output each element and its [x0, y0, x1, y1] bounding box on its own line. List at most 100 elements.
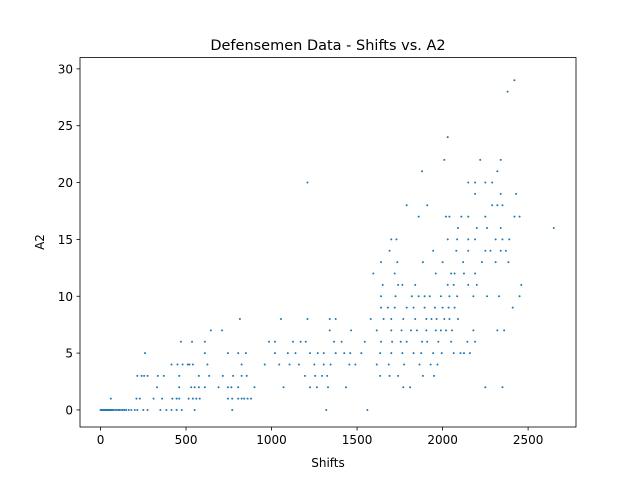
data-point	[332, 340, 335, 343]
data-point	[170, 363, 173, 366]
data-point	[460, 215, 463, 218]
data-point	[146, 408, 149, 411]
data-point	[423, 295, 426, 298]
data-point	[436, 363, 439, 366]
x-tick-label: 2000	[427, 433, 458, 447]
data-point	[118, 408, 121, 411]
data-point	[304, 340, 307, 343]
data-point	[518, 295, 521, 298]
data-point	[112, 408, 115, 411]
data-point	[494, 238, 497, 241]
data-point	[240, 363, 243, 366]
data-point	[451, 329, 453, 332]
data-point	[456, 317, 459, 320]
data-point	[294, 352, 297, 355]
data-point	[114, 408, 117, 411]
data-point	[175, 408, 178, 411]
data-point	[496, 329, 499, 332]
data-point	[244, 352, 247, 355]
data-point	[496, 204, 499, 207]
y-tick-label: 10	[58, 290, 73, 304]
data-point	[417, 295, 420, 298]
data-point	[121, 408, 124, 411]
data-point	[456, 227, 459, 230]
data-point	[303, 374, 306, 377]
data-point	[123, 408, 126, 411]
data-point	[188, 363, 191, 366]
data-point	[506, 90, 509, 93]
data-point	[237, 352, 240, 355]
data-point	[468, 352, 471, 355]
data-point	[393, 306, 396, 309]
data-point	[501, 238, 504, 241]
data-point	[193, 386, 196, 389]
data-point	[479, 158, 482, 161]
data-point	[395, 238, 398, 241]
data-point	[135, 397, 138, 400]
data-point	[552, 227, 555, 230]
data-point	[140, 374, 143, 377]
data-point	[299, 340, 302, 343]
data-point	[435, 317, 438, 320]
data-point	[325, 408, 328, 411]
data-point	[143, 374, 146, 377]
y-tick-label: 20	[58, 176, 73, 190]
data-point	[446, 283, 449, 286]
data-point	[467, 215, 470, 218]
data-point	[426, 340, 429, 343]
data-point	[513, 215, 516, 218]
data-point	[133, 408, 136, 411]
data-point	[178, 397, 181, 400]
data-point	[379, 374, 382, 377]
data-point	[400, 329, 403, 332]
data-point	[432, 249, 435, 252]
x-axis-title: Shifts	[311, 456, 345, 470]
y-tick-label: 5	[65, 347, 73, 361]
data-point	[480, 261, 483, 264]
data-point	[237, 397, 240, 400]
data-point	[315, 386, 318, 389]
data-point	[386, 306, 389, 309]
data-point	[237, 386, 240, 389]
data-point	[230, 386, 233, 389]
data-point	[193, 408, 196, 411]
data-point	[455, 249, 458, 252]
data-point	[360, 352, 363, 355]
data-point	[409, 386, 412, 389]
data-point	[142, 408, 145, 411]
data-point	[393, 272, 396, 275]
data-point	[175, 397, 178, 400]
data-point	[191, 397, 194, 400]
data-point	[321, 374, 324, 377]
data-point	[382, 317, 385, 320]
data-point	[306, 181, 309, 184]
data-point	[156, 374, 159, 377]
data-point	[409, 329, 412, 332]
data-point	[484, 215, 487, 218]
data-point	[380, 295, 383, 298]
data-point	[109, 397, 112, 400]
y-tick-label: 15	[58, 233, 73, 247]
data-point	[445, 329, 448, 332]
data-point	[288, 363, 291, 366]
data-point	[508, 238, 511, 241]
data-point	[380, 261, 383, 264]
data-point	[443, 317, 446, 320]
data-point	[387, 363, 390, 366]
data-point	[329, 363, 332, 366]
data-point	[489, 249, 492, 252]
data-point	[437, 340, 440, 343]
plot-area-frame	[79, 57, 577, 428]
data-point	[170, 408, 173, 411]
data-point	[155, 386, 158, 389]
data-point	[439, 295, 442, 298]
data-point	[372, 272, 375, 275]
data-point	[240, 397, 243, 400]
data-point	[459, 352, 462, 355]
data-point	[462, 272, 465, 275]
data-point	[380, 306, 383, 309]
data-point	[499, 227, 502, 230]
data-point	[159, 408, 162, 411]
